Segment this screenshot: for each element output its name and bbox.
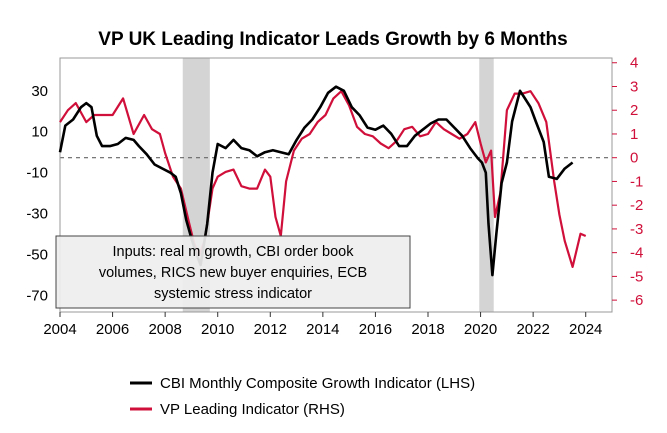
annotation-box [55, 235, 411, 309]
x-axis: 2004 2006 2008 2010 2012 2014 2016 2018 2020 2022… [43, 312, 602, 338]
left-tick-label: -10 [26, 165, 48, 182]
x-tick-label: 2020 [464, 321, 497, 338]
inputs-annotation: Inputs: real m growth, CBI order book vo… [55, 235, 411, 309]
left-axis: 30 10 -10 -30 -50 -70 [26, 83, 48, 305]
annotation-line: volumes, RICS new buyer enquiries, ECB [99, 265, 367, 281]
right-tick-label: 4 [630, 55, 638, 72]
annotation-line: systemic stress indicator [154, 286, 312, 302]
left-tick-label: 30 [31, 83, 48, 100]
left-tick-label: -50 [26, 247, 48, 264]
x-tick-label: 2016 [359, 321, 392, 338]
x-tick-label: 2018 [411, 321, 444, 338]
right-tick-label: -5 [630, 268, 643, 285]
x-tick-label: 2012 [254, 321, 287, 338]
x-tick-label: 2024 [569, 321, 602, 338]
x-tick-label: 2022 [516, 321, 549, 338]
x-tick-label: 2008 [148, 321, 181, 338]
right-tick-label: -2 [630, 197, 643, 214]
right-axis: 4 3 2 1 0 -1 -2 -3 -4 -5 -6 [612, 55, 643, 309]
left-tick-label: 10 [31, 124, 48, 141]
right-tick-label: 3 [630, 78, 638, 95]
legend-label-vp: VP Leading Indicator (RHS) [160, 401, 345, 418]
right-tick-label: -6 [630, 292, 643, 309]
annotation-line: Inputs: real m growth, CBI order book [113, 244, 355, 260]
x-tick-label: 2006 [96, 321, 129, 338]
right-tick-label: -4 [630, 245, 643, 262]
chart-title: VP UK Leading Indicator Leads Growth by … [98, 29, 567, 50]
series-lines [58, 85, 587, 277]
x-tick-label: 2010 [201, 321, 234, 338]
right-tick-label: 1 [630, 126, 638, 143]
legend-label-cbi: CBI Monthly Composite Growth Indicator (… [160, 375, 475, 392]
series-line-cbi [58, 85, 574, 277]
right-tick-label: -1 [630, 173, 643, 190]
right-tick-label: 2 [630, 102, 638, 119]
legend: CBI Monthly Composite Growth Indicator (… [130, 375, 475, 418]
x-tick-label: 2004 [43, 321, 76, 338]
right-tick-label: -3 [630, 221, 643, 238]
right-tick-label: 0 [630, 150, 638, 167]
x-tick-label: 2014 [306, 321, 339, 338]
left-tick-label: -30 [26, 206, 48, 223]
plot-frame [59, 57, 613, 313]
left-tick-label: -70 [26, 288, 48, 305]
